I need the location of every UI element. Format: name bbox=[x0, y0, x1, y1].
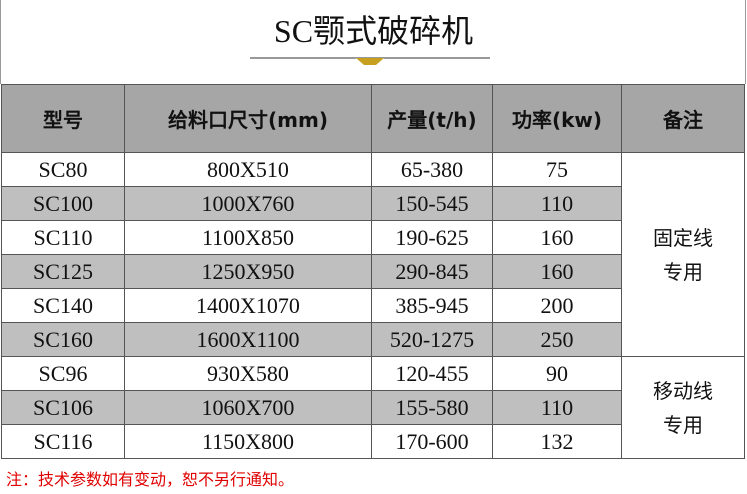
cell: 150-545 bbox=[371, 186, 493, 221]
cell: 520-1275 bbox=[371, 322, 493, 357]
remark-line: 专用 bbox=[663, 259, 703, 284]
cell: SC140 bbox=[1, 288, 125, 323]
header-row: 型号 给料口尺寸(mm) 产量(t/h) 功率(kw) 备注 bbox=[1, 84, 745, 153]
header-cell: 型号 bbox=[1, 84, 125, 153]
cell: SC106 bbox=[1, 390, 125, 425]
header-cell: 产量(t/h) bbox=[371, 84, 493, 153]
data-row: SC140 1400X1070 385-945 200 bbox=[1, 288, 745, 323]
cell: 250 bbox=[492, 322, 622, 357]
cell: 1600X1100 bbox=[124, 322, 372, 357]
cell: 170-600 bbox=[371, 424, 493, 459]
cell: SC110 bbox=[1, 220, 125, 255]
title: SC颚式破碎机 bbox=[273, 13, 474, 49]
remark-line: 固定线 bbox=[653, 225, 713, 250]
cell: SC100 bbox=[1, 186, 125, 221]
cell: 132 bbox=[492, 424, 622, 459]
data-row: SC80 800X510 65-380 75 固定线 专用 bbox=[1, 152, 745, 357]
header-cell: 功率(kw) bbox=[492, 84, 622, 153]
remark-line: 专用 bbox=[663, 412, 703, 437]
cell: 110 bbox=[492, 186, 622, 221]
title-decoration bbox=[250, 57, 490, 65]
data-row: SC96 930X580 120-455 90 移动线 专用 bbox=[1, 356, 745, 459]
cell: 1150X800 bbox=[124, 424, 372, 459]
header-cell: 给料口尺寸(mm) bbox=[124, 84, 372, 153]
cell: SC125 bbox=[1, 254, 125, 289]
cell: 1250X950 bbox=[124, 254, 372, 289]
cell: 65-380 bbox=[371, 152, 493, 187]
cell: 290-845 bbox=[371, 254, 493, 289]
cell: 120-455 bbox=[371, 356, 493, 391]
cell: 155-580 bbox=[371, 390, 493, 425]
cell: 160 bbox=[492, 254, 622, 289]
cell: SC80 bbox=[1, 152, 125, 187]
data-row: SC100 1000X760 150-545 110 bbox=[1, 186, 745, 221]
data-row: SC106 1060X700 155-580 110 bbox=[1, 390, 745, 425]
data-row: SC125 1250X950 290-845 160 bbox=[1, 254, 745, 289]
cell: SC96 bbox=[1, 356, 125, 391]
cell: SC160 bbox=[1, 322, 125, 357]
cell: 1060X700 bbox=[124, 390, 372, 425]
note: 注：技术参数如有变动，恕不另行通知。 bbox=[6, 470, 295, 489]
data-row: SC110 1100X850 190-625 160 bbox=[1, 220, 745, 255]
cell: 930X580 bbox=[124, 356, 372, 391]
spec-table: 型号 给料口尺寸(mm) 产量(t/h) 功率(kw) 备注 SC80 800X510 65-… bbox=[1, 84, 745, 459]
cell: 90 bbox=[492, 356, 622, 391]
cell: 385-945 bbox=[371, 288, 493, 323]
cell: 200 bbox=[492, 288, 622, 323]
cell: 800X510 bbox=[124, 152, 372, 187]
remark-line: 移动线 bbox=[653, 378, 713, 403]
cell: 1000X760 bbox=[124, 186, 372, 221]
data-row: SC116 1150X800 170-600 132 bbox=[1, 424, 745, 459]
cell: 75 bbox=[492, 152, 622, 187]
cell: 160 bbox=[492, 220, 622, 255]
cell: 1400X1070 bbox=[124, 288, 372, 323]
edge bbox=[0, 0, 1, 84]
cell: 110 bbox=[492, 390, 622, 425]
remark-cell: 固定线 专用 bbox=[621, 152, 745, 357]
cell: 1100X850 bbox=[124, 220, 372, 255]
edge bbox=[745, 0, 746, 84]
header-cell: 备注 bbox=[621, 84, 745, 153]
cell: SC116 bbox=[1, 424, 125, 459]
cell: 190-625 bbox=[371, 220, 493, 255]
remark-cell: 移动线 专用 bbox=[621, 356, 745, 459]
